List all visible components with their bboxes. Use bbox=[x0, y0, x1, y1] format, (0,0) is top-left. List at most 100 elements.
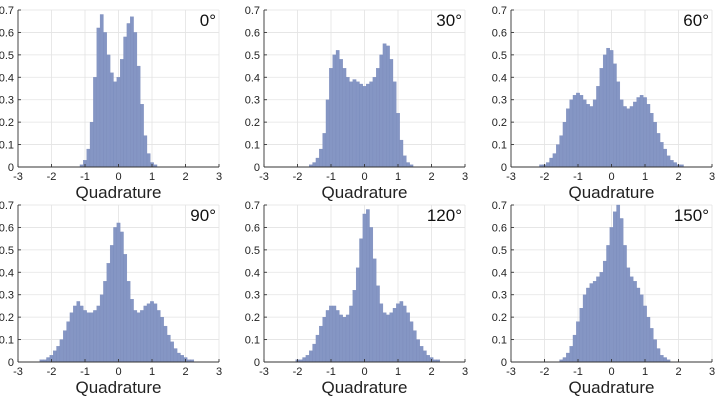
x-tick-label: 2 bbox=[675, 171, 681, 183]
y-tick-label: 0.3 bbox=[492, 95, 507, 107]
histogram-bar bbox=[639, 294, 644, 363]
histogram-bar bbox=[103, 32, 107, 168]
histogram-bar bbox=[109, 245, 114, 363]
x-tick-label: -1 bbox=[573, 171, 583, 183]
histogram-bar bbox=[609, 50, 614, 168]
histogram-bar bbox=[546, 162, 550, 168]
histogram-bar bbox=[566, 352, 570, 363]
histogram-bar bbox=[556, 144, 560, 168]
histogram-bar bbox=[305, 355, 310, 363]
histogram-bar bbox=[399, 139, 404, 168]
y-tick-label: 0.6 bbox=[0, 222, 14, 234]
histogram-bar bbox=[616, 204, 621, 363]
histogram-bar bbox=[626, 267, 631, 363]
y-tick-label: 0.1 bbox=[245, 335, 260, 347]
histogram-bar bbox=[673, 162, 677, 168]
y-tick-label: 0.3 bbox=[492, 290, 507, 302]
panel-60: -3 -2 -1 0 1 2 3 0 0.1 0.2 0.3 0.4 0.5 0.6 0.7 Quadratu… bbox=[492, 5, 715, 202]
x-tick-label: 3 bbox=[709, 171, 715, 183]
histogram-bar bbox=[349, 305, 353, 363]
histogram-bar bbox=[596, 276, 600, 363]
y-tick-label: 0.5 bbox=[245, 245, 260, 257]
histogram-bar bbox=[302, 357, 307, 363]
histogram-bar bbox=[106, 263, 111, 363]
histogram-bar bbox=[663, 148, 667, 168]
histogram-bar bbox=[180, 355, 184, 363]
histogram-bar bbox=[150, 301, 154, 363]
histogram-bar bbox=[572, 95, 577, 168]
histogram-bar bbox=[409, 321, 414, 363]
histogram-bar bbox=[666, 155, 671, 168]
histogram-bar bbox=[596, 86, 600, 168]
panel-120: -3 -2 -1 0 1 2 3 0 0.1 0.2 0.3 0.4 0.5 0.6 0.7 Quadratu… bbox=[245, 200, 468, 397]
histogram-bar bbox=[626, 108, 631, 168]
x-tick-label: 0 bbox=[115, 171, 121, 183]
x-tick-label: 2 bbox=[182, 171, 188, 183]
histogram-bar bbox=[136, 65, 141, 168]
x-tick-label: -3 bbox=[259, 171, 269, 183]
histogram-bar bbox=[392, 81, 397, 168]
histogram-bar bbox=[636, 97, 641, 168]
histogram-bar bbox=[653, 339, 657, 363]
histogram-bar bbox=[315, 157, 320, 168]
histogram-bar bbox=[109, 72, 114, 168]
histogram-bar bbox=[592, 99, 597, 168]
histogram-bar bbox=[602, 260, 607, 363]
histogram-bar bbox=[372, 258, 377, 363]
panel-0: -3 -2 -1 0 1 2 3 0 0.1 0.2 0.3 0.4 0.5 0.6 0.7 Quadratu… bbox=[0, 5, 222, 202]
x-tick-label: 3 bbox=[216, 366, 222, 378]
histogram-bar bbox=[113, 81, 117, 168]
histogram-bar bbox=[382, 43, 387, 168]
histogram-bar bbox=[402, 155, 407, 168]
y-tick-label: 0 bbox=[501, 357, 507, 369]
histogram-bar bbox=[606, 245, 610, 363]
histogram-bar bbox=[609, 227, 614, 363]
x-axis-label: Quadrature bbox=[76, 378, 162, 397]
histogram-bar bbox=[89, 312, 94, 363]
histogram-bars bbox=[309, 43, 414, 168]
y-tick-label: 0.2 bbox=[492, 312, 507, 324]
panel-angle-label: 60° bbox=[683, 11, 709, 30]
x-tick-label: -1 bbox=[326, 171, 336, 183]
histogram-bar bbox=[636, 287, 641, 363]
y-tick-label: 0.4 bbox=[492, 267, 507, 279]
x-tick-label: 1 bbox=[642, 366, 648, 378]
histogram-bars bbox=[559, 204, 671, 363]
x-tick-label: 2 bbox=[182, 366, 188, 378]
x-tick-label: -1 bbox=[80, 171, 90, 183]
histogram-bar bbox=[649, 328, 654, 363]
histogram-bar bbox=[352, 290, 357, 363]
histogram-bars bbox=[39, 222, 195, 363]
y-tick-label: 0.4 bbox=[245, 267, 260, 279]
histogram-bar bbox=[402, 305, 407, 363]
histogram-bar bbox=[623, 106, 627, 168]
x-axis-label: Quadrature bbox=[569, 378, 655, 397]
y-tick-label: 0.5 bbox=[245, 50, 260, 62]
histogram-bar bbox=[386, 314, 390, 363]
histogram-bar bbox=[93, 310, 97, 363]
y-tick-label: 0.1 bbox=[492, 140, 507, 152]
histogram-bar bbox=[160, 316, 164, 363]
histogram-bar bbox=[86, 148, 91, 168]
x-tick-label: -2 bbox=[47, 366, 57, 378]
histogram-bar bbox=[59, 339, 64, 363]
histogram-bar bbox=[116, 222, 121, 363]
histogram-bar bbox=[396, 113, 400, 168]
histogram-bar bbox=[653, 121, 657, 168]
y-tick-label: 0.3 bbox=[0, 95, 14, 107]
x-tick-label: 0 bbox=[361, 171, 367, 183]
histogram-bar bbox=[382, 312, 387, 363]
x-tick-label: -1 bbox=[326, 366, 336, 378]
x-tick-label: -2 bbox=[47, 171, 57, 183]
histogram-bar bbox=[366, 209, 370, 363]
histogram-bar bbox=[325, 99, 330, 168]
histogram-bar bbox=[329, 68, 333, 168]
panel-angle-label: 0° bbox=[200, 11, 216, 30]
histogram-bar bbox=[176, 352, 181, 363]
histogram-bar bbox=[63, 330, 67, 363]
histogram-bar bbox=[140, 310, 144, 363]
histogram-bar bbox=[379, 54, 384, 168]
histogram-bar bbox=[312, 343, 317, 363]
y-tick-label: 0.6 bbox=[492, 27, 507, 39]
